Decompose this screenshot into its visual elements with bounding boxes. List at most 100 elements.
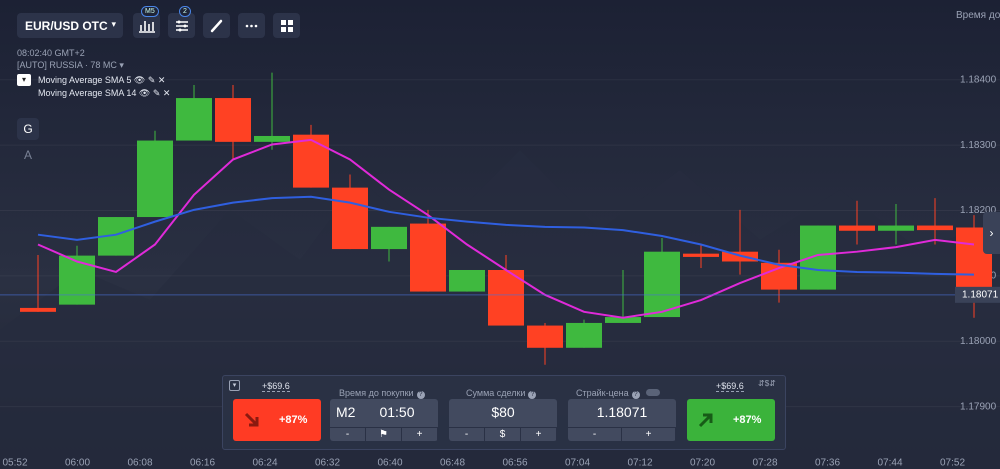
candle-body — [644, 251, 680, 318]
candle-body — [878, 225, 914, 231]
label: Сумма сделки — [466, 388, 526, 398]
sma-line — [37, 195, 975, 276]
call-percent: +87% — [733, 414, 762, 426]
plus[interactable]: + — [402, 428, 438, 441]
y-tick-label: 1.18200 — [960, 205, 997, 216]
help[interactable]: ? — [631, 391, 640, 399]
x-tick-label: 05:52 — [2, 458, 27, 469]
candle-body — [527, 325, 563, 348]
x-tick-label: 07:44 — [877, 458, 902, 469]
help[interactable]: ? — [416, 391, 425, 399]
indicator-label: Moving Average SMA 14 — [38, 88, 137, 98]
candle-body — [800, 225, 836, 290]
x-tick-label: 07:52 — [940, 458, 965, 469]
icon — [245, 24, 258, 28]
up-arrow — [698, 413, 713, 428]
candle-body — [293, 134, 329, 188]
minus[interactable]: - — [449, 428, 485, 441]
candle-body — [449, 269, 485, 292]
clock: 08:02:40 GMT+2 — [17, 48, 85, 58]
side-button[interactable]: A — [23, 148, 32, 162]
current-price-box — [955, 286, 1000, 303]
currency[interactable]: $ — [485, 428, 521, 441]
timeframe-button[interactable]: M5 — [133, 6, 160, 38]
amount-label: Сумма сделки? — [466, 388, 537, 399]
current-price-label: 1.18071 — [962, 289, 999, 300]
candle-body — [332, 187, 368, 250]
y-tick-label: 1.18300 — [960, 140, 997, 151]
indicator-badge: 2 — [179, 6, 191, 17]
minus[interactable]: - — [568, 428, 622, 441]
plus[interactable]: + — [521, 428, 557, 441]
x-tick-label: 07:28 — [752, 458, 777, 469]
layout-button[interactable] — [273, 13, 300, 38]
icon — [210, 19, 223, 33]
icon — [176, 20, 188, 32]
candle-body — [683, 253, 719, 257]
y-tick-label: 1.17900 — [960, 401, 997, 412]
call-payout: +$69.6 — [716, 381, 744, 392]
expand-tab[interactable]: › — [983, 212, 1000, 254]
indicators-button[interactable]: 2 — [168, 6, 195, 38]
candle-body — [215, 98, 251, 142]
candle-body — [20, 307, 56, 312]
help[interactable]: ? — [528, 391, 537, 399]
right-caption: Время до — [956, 10, 1000, 21]
x-tick-label: 07:12 — [627, 458, 652, 469]
sma-line — [37, 138, 975, 319]
trade-panel: ▾ +$69.6 +87% Время до покупки? M2 01:50 … — [222, 375, 786, 450]
more-button[interactable] — [238, 13, 265, 38]
x-tick-label: 07:20 — [690, 458, 715, 469]
x-tick-label: 06:56 — [502, 458, 527, 469]
dropdown-arrow: ▾ — [111, 19, 116, 29]
candle-body — [839, 225, 875, 231]
side-button[interactable]: G — [17, 118, 39, 140]
amount-box: $80 - $ + — [449, 399, 557, 441]
strike-toggle[interactable] — [645, 389, 660, 396]
put-percent: +87% — [279, 414, 308, 426]
label: Время до покупки — [339, 388, 414, 398]
down-arrow — [244, 412, 259, 427]
expiry-time[interactable]: 01:50 — [379, 404, 415, 420]
candle-body — [917, 225, 953, 231]
candle-body — [254, 135, 290, 142]
candle-body — [410, 223, 446, 292]
x-tick-label: 06:32 — [315, 458, 340, 469]
asset-name: EUR/USD OTC — [25, 19, 108, 33]
indicator-sma14: Moving Average SMA 14 👁 ✎ ✕ — [38, 88, 171, 98]
expiry-label: Время до покупки? — [339, 388, 425, 399]
drawing-button[interactable] — [203, 13, 230, 38]
x-tick-label: 06:40 — [377, 458, 402, 469]
x-tick-label: 06:24 — [252, 458, 277, 469]
strike-label: Страйк-цена? — [576, 388, 660, 399]
strike-value[interactable]: 1.18071 — [596, 404, 648, 420]
candle-body — [566, 322, 602, 348]
candle-body — [371, 226, 407, 250]
minus[interactable]: - — [330, 428, 366, 441]
strike-box: 1.18071 - + — [568, 399, 676, 441]
x-tick-label: 07:04 — [565, 458, 590, 469]
indicator-sma5: Moving Average SMA 5 👁 ✎ ✕ — [38, 75, 166, 85]
candle-body — [605, 317, 641, 323]
expiry-timeframe[interactable]: M2 — [336, 404, 356, 420]
panel-toggle[interactable]: ▾ — [229, 380, 240, 391]
label: Страйк-цена — [576, 388, 629, 398]
ping: 78 MC — [90, 60, 117, 70]
candle-body — [59, 255, 95, 305]
asset-selector[interactable]: EUR/USD OTC ▾ — [17, 13, 123, 38]
amount-value[interactable]: $80 — [491, 404, 515, 420]
icon — [281, 20, 293, 32]
expiry-box: M2 01:50 - ⚑ + — [330, 399, 438, 441]
candle-body — [488, 269, 524, 326]
call-button[interactable]: +87% — [687, 399, 775, 441]
sort-icons[interactable]: ⇵$⇵ — [758, 379, 776, 388]
x-tick-label: 06:16 — [190, 458, 215, 469]
plus[interactable]: + — [622, 428, 676, 441]
candle-body — [137, 140, 173, 218]
x-tick-label: 07:36 — [815, 458, 840, 469]
put-button[interactable]: +87% — [233, 399, 321, 441]
server-info: [AUTO] RUSSIA · 78 MC ▾ — [17, 60, 124, 70]
collapse-indicators[interactable]: ▾ — [17, 74, 31, 86]
region: [AUTO] RUSSIA — [17, 60, 83, 70]
flag[interactable]: ⚑ — [366, 428, 402, 441]
